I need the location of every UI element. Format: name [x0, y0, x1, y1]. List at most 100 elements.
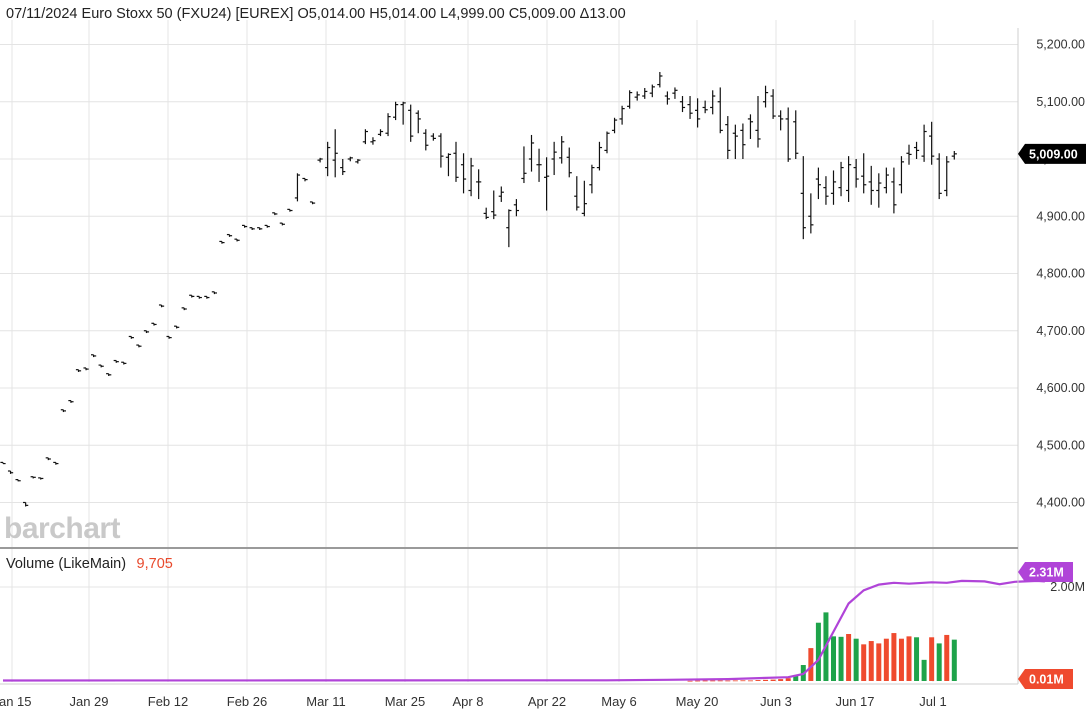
ohlc-bar — [45, 457, 51, 461]
ohlc-bar — [91, 354, 97, 358]
ohlc-bar — [702, 100, 708, 114]
volume-bar — [710, 680, 716, 682]
price-tick-label: 4,500.00 — [1036, 438, 1085, 452]
ohlc-bar — [589, 164, 595, 194]
volume-bar — [898, 638, 904, 681]
ohlc-bar — [226, 233, 233, 237]
ohlc-bar — [370, 137, 376, 145]
ohlc-bar — [755, 96, 761, 148]
ohlc-bar — [544, 157, 550, 211]
ohlc-bar — [68, 399, 74, 403]
ohlc-bar — [664, 91, 670, 105]
price-bars — [0, 71, 957, 507]
ohlc-bar — [355, 159, 361, 164]
ohlc-bar — [596, 141, 603, 171]
volume-bar — [921, 659, 927, 681]
volume-bar — [838, 636, 844, 681]
ohlc-bar — [128, 335, 134, 339]
ohlc-bar — [242, 224, 248, 228]
ohlc-bar — [249, 227, 255, 230]
volume-average-line — [2, 579, 1045, 682]
date-tick-label: Mar 25 — [385, 694, 425, 709]
ohlc-bar — [778, 110, 784, 131]
ohlc-bar — [272, 212, 278, 216]
volume-bar — [853, 638, 859, 681]
volume-bar — [929, 637, 935, 681]
ohlc-bar — [695, 98, 701, 128]
ohlc-bar — [853, 159, 859, 188]
axes: 5,200.005,100.005,000.004,900.004,800.00… — [0, 28, 1085, 709]
ohlc-bar — [347, 156, 353, 162]
ohlc-bar — [551, 141, 557, 176]
ohlc-bar — [340, 159, 346, 176]
ohlc-bar — [332, 129, 338, 178]
ohlc-bar — [264, 224, 270, 228]
ohlc-bar — [113, 359, 119, 363]
ohlc-bar — [785, 107, 791, 162]
ohlc-bar — [657, 71, 663, 88]
ohlc-bar — [793, 110, 799, 159]
ohlc-bar — [627, 90, 633, 109]
ohlc-bar — [498, 186, 504, 202]
volume-bar — [702, 680, 708, 682]
ohlc-bar — [559, 136, 565, 164]
ohlc-bar — [521, 146, 527, 184]
volume-bar — [695, 680, 701, 682]
ohlc-bar — [634, 91, 640, 101]
volume-bar — [763, 679, 769, 681]
ohlc-bar — [536, 148, 542, 182]
volume-bar — [883, 638, 889, 681]
volume-bar — [778, 679, 784, 681]
volume-bar — [936, 643, 942, 681]
ohlc-bar — [528, 134, 535, 172]
ohlc-bar — [143, 330, 150, 334]
volume-bar — [793, 675, 799, 681]
volume-current-badge: 0.01M — [1018, 669, 1073, 689]
price-badge-label: 5,009.00 — [1029, 147, 1078, 161]
ohlc-bar — [158, 304, 165, 308]
ohlc-bar — [60, 409, 66, 413]
ohlc-bar — [385, 113, 391, 137]
ohlc-bar — [574, 176, 580, 211]
ohlc-bar — [906, 144, 912, 165]
ohlc-bar — [566, 147, 572, 178]
ohlc-bar — [136, 344, 142, 348]
date-tick-label: Jun 3 — [760, 694, 792, 709]
volume-bar — [687, 680, 693, 682]
grid-lines — [0, 20, 1018, 682]
volume-bar — [891, 633, 897, 681]
ohlc-bar — [891, 167, 897, 214]
ohlc-bar — [181, 307, 187, 311]
ohlc-bar — [287, 208, 293, 212]
volume-bar — [831, 636, 836, 681]
ohlc-bar — [219, 240, 225, 244]
date-tick-label: Jan 29 — [69, 694, 108, 709]
ohlc-bar — [710, 90, 716, 115]
ohlc-bar — [453, 141, 459, 182]
ohlc-bar — [506, 209, 512, 248]
date-tick-label: Feb 26 — [227, 694, 267, 709]
ohlc-bar — [408, 104, 414, 142]
ohlc-bar — [75, 369, 82, 372]
ohlc-bar — [302, 177, 308, 182]
ohlc-bar — [460, 153, 467, 194]
ohlc-bar — [174, 325, 180, 329]
volume-tick-label: 2.00M — [1050, 580, 1085, 594]
ohlc-bar — [309, 201, 316, 205]
ohlc-bar — [362, 129, 368, 145]
ohlc-bar — [898, 156, 905, 194]
date-tick-label: Apr 8 — [452, 694, 483, 709]
ohlc-bar — [861, 153, 867, 194]
volume-bar — [725, 680, 731, 682]
ohlc-bar — [868, 165, 874, 205]
date-tick-label: Jan 15 — [0, 694, 32, 709]
ohlc-bar — [317, 157, 323, 163]
ohlc-bar — [604, 131, 610, 154]
price-tick-label: 4,400.00 — [1036, 496, 1085, 510]
watermark-logo: barchart — [4, 512, 121, 545]
ohlc-bar — [483, 207, 489, 220]
price-tick-label: 4,600.00 — [1036, 381, 1085, 395]
volume-bar — [740, 680, 746, 682]
